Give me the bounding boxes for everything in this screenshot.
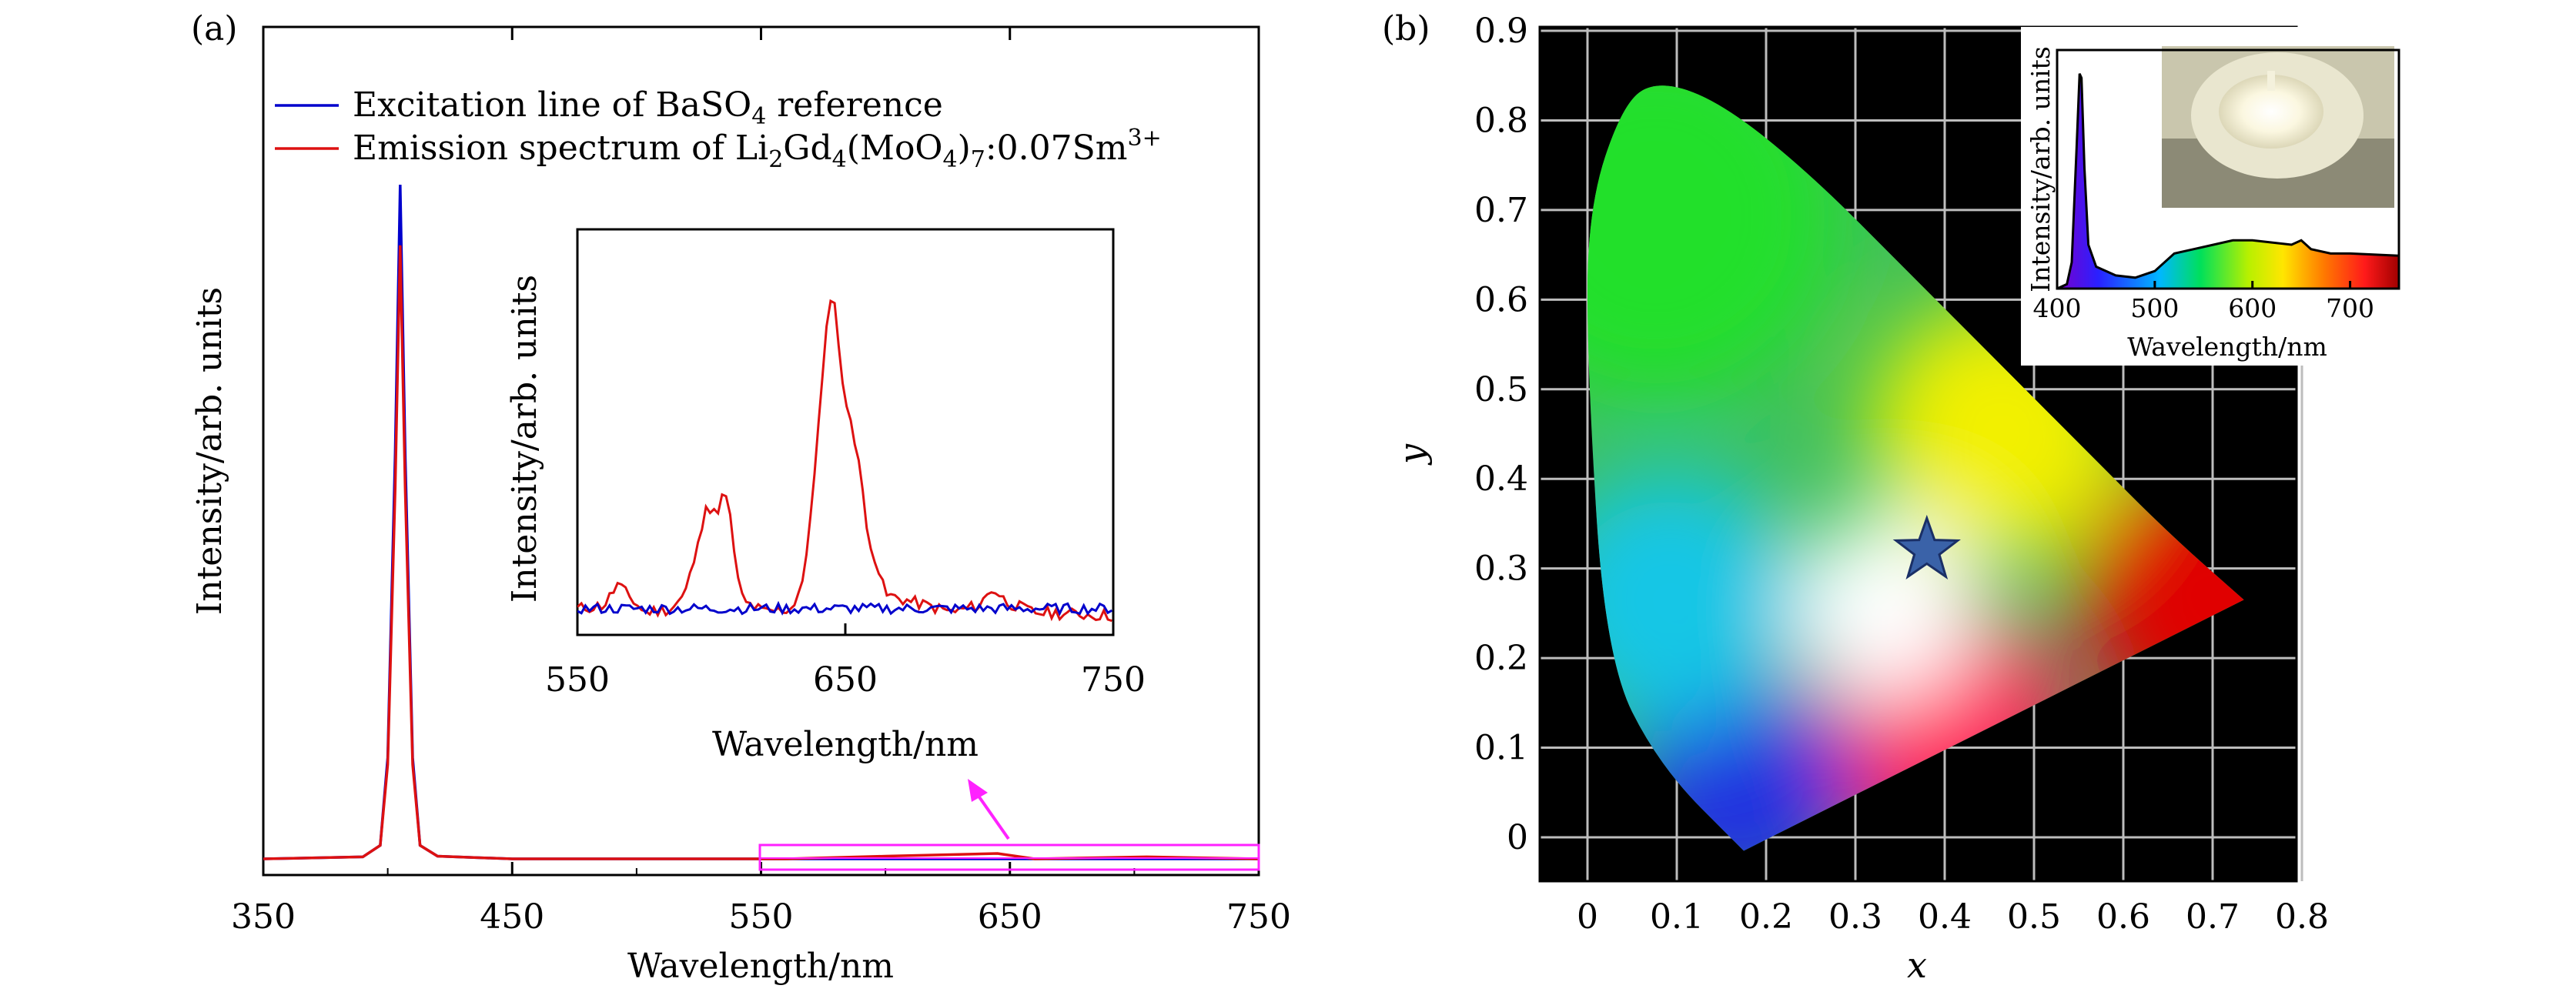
panel-a-inset-x-axis-label: Wavelength/nm: [712, 725, 979, 764]
chromaticity-point-star: [1892, 514, 1961, 580]
y-tick-label: 0.8: [1474, 101, 1528, 140]
y-tick-label: 0.5: [1474, 370, 1528, 409]
panel-a-x-ticks: 350 450 550 650 750: [231, 27, 1291, 937]
inset-x-tick-label: 700: [2326, 293, 2374, 323]
inset-x-tick-label: 750: [1081, 660, 1146, 700]
panel-b-x-axis-label: x: [1907, 944, 1927, 986]
lamp-photo-glow: [2219, 75, 2323, 149]
inset-x-tick-label: 650: [813, 660, 878, 700]
inset-x-tick-label: 400: [2033, 293, 2082, 323]
inset-spectrum-line: [2057, 73, 2399, 289]
y-tick-label: 0.1: [1474, 729, 1528, 768]
y-tick-label: 0.2: [1474, 639, 1528, 678]
inset-x-tick-label: 600: [2228, 293, 2277, 323]
zoom-arrow: [975, 791, 1010, 840]
x-tick-label: 0.2: [1739, 897, 1793, 937]
series-line-emission: [263, 245, 1259, 860]
panel-b-label: (b): [1382, 9, 1430, 48]
x-tick-label: 0: [1577, 897, 1598, 937]
x-tick-label: 0.8: [2275, 897, 2329, 937]
panel-b-inset-y-axis-label: Intensity/arb. units: [2026, 46, 2056, 292]
x-tick-label: 0.7: [2186, 897, 2240, 937]
legend-label-excitation: Excitation line of BaSO4 reference: [353, 85, 943, 130]
inset-x-tick-label: 500: [2130, 293, 2179, 323]
inset-x-tick-label: 550: [545, 660, 610, 700]
x-tick-label: 0.3: [1828, 897, 1882, 937]
panel-b-inset-plot-border: [2056, 48, 2400, 290]
panel-a-inset-y-axis-label: Intensity/arb. units: [505, 275, 544, 603]
inset-spectrum-rainbow-fill: [2057, 73, 2399, 289]
panel-b-x-ticks: 0 0.1 0.2 0.3 0.4 0.5 0.6 0.7 0.8: [1577, 897, 2329, 937]
x-tick-label: 650: [978, 897, 1042, 937]
panel-b-inset-x-axis-label: Wavelength/nm: [2127, 332, 2327, 362]
panel-a-legend: Excitation line of BaSO4 reference Emiss…: [275, 85, 1162, 173]
panel-b-y-axis-label: y: [1391, 443, 1433, 466]
y-tick-label: 0.4: [1474, 459, 1528, 499]
panel-a-y-axis-label: Intensity/arb. units: [190, 287, 229, 615]
zoom-arrow-head: [968, 779, 988, 802]
y-tick-label: 0.9: [1474, 12, 1528, 51]
x-tick-label: 450: [480, 897, 544, 937]
x-tick-label: 0.5: [2007, 897, 2061, 937]
panel-b-frame: [1538, 25, 2298, 883]
y-tick-label: 0.7: [1474, 191, 1528, 230]
y-tick-label: 0.3: [1474, 549, 1528, 589]
legend-label-emission: Emission spectrum of Li2Gd4(MoO4)7:0.07S…: [353, 125, 1162, 173]
y-tick-label: 0: [1507, 818, 1528, 857]
x-tick-label: 0.1: [1650, 897, 1704, 937]
inset-series-line-emission: [577, 299, 1112, 623]
panel-a-inset-frame: [576, 228, 1115, 636]
lamp-photo-stem: [2267, 71, 2275, 91]
panel-b-y-ticks: 0 0.1 0.2 0.3 0.4 0.5 0.6 0.7 0.8 0.9: [1474, 12, 1528, 857]
x-tick-label: 350: [231, 897, 296, 937]
x-tick-label: 0.4: [1918, 897, 1972, 937]
x-tick-label: 750: [1226, 897, 1291, 937]
x-tick-label: 550: [729, 897, 794, 937]
inset-series-line-excitation: [577, 600, 1113, 616]
x-tick-label: 0.6: [2096, 897, 2150, 937]
panel-b-inset-x-ticks: 400 500 600 700: [2033, 281, 2374, 323]
y-tick-label: 0.6: [1474, 280, 1528, 319]
inset-lamp-photo: [2162, 46, 2394, 208]
panel-a-x-axis-label: Wavelength/nm: [627, 947, 894, 986]
panel-a-inset-x-ticks: 550 650 750: [545, 623, 1146, 700]
panel-a-label: (a): [191, 9, 238, 48]
